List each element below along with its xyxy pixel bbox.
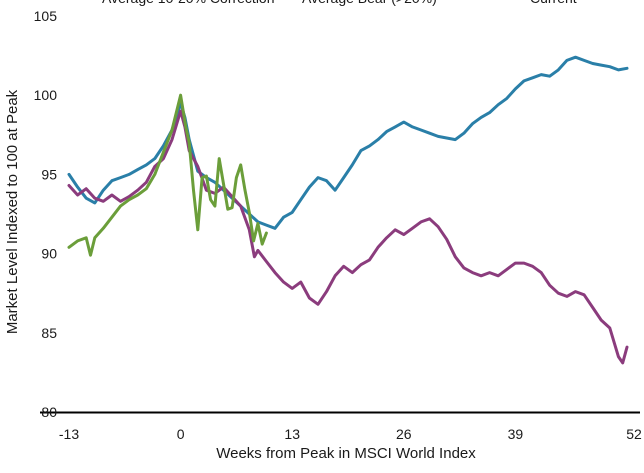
x-tick-label: 39 (508, 426, 524, 442)
legend-label: Current (530, 0, 577, 6)
y-axis-ticks: 80 85 90 95 100 105 (34, 8, 58, 420)
legend-label: Average 10-20% Correction (102, 0, 275, 6)
x-axis-title: Weeks from Peak in MSCI World Index (216, 445, 476, 462)
x-axis-ticks: -13 0 13 26 39 52 (59, 426, 642, 442)
legend-label: Average Bear (>20%) (302, 0, 437, 6)
series-line-1 (67, 109, 629, 365)
x-tick-label: -13 (59, 426, 79, 442)
y-tick-label: 80 (41, 404, 57, 420)
series-line-2 (67, 93, 268, 257)
y-axis-title: Market Level Indexed to 100 at Peak (4, 89, 21, 334)
y-tick-label: 90 (41, 246, 57, 262)
x-tick-label: 13 (284, 426, 300, 442)
series-line-0 (67, 55, 629, 230)
series-layer (67, 55, 629, 365)
y-tick-label: 85 (41, 325, 57, 341)
y-tick-label: 105 (34, 8, 58, 24)
y-tick-label: 95 (41, 166, 57, 182)
x-tick-label: 52 (626, 426, 642, 442)
legend: Average 10-20% Correction Average Bear (>… (102, 0, 577, 6)
y-tick-label: 100 (34, 87, 58, 103)
x-tick-label: 26 (396, 426, 412, 442)
x-tick-label: 0 (177, 426, 185, 442)
